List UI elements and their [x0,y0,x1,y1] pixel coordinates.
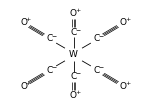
Text: O: O [20,82,27,91]
Text: +: + [75,90,80,95]
Text: C: C [94,34,100,43]
Text: C: C [47,66,53,75]
Text: +: + [125,17,130,22]
Text: O: O [120,18,127,27]
Text: C: C [47,34,53,43]
Text: O: O [70,9,77,18]
Text: −: − [51,33,57,38]
Text: O: O [120,82,127,91]
Text: +: + [75,8,80,13]
Text: O: O [70,91,77,100]
Text: −: − [75,71,80,76]
Text: −: − [98,65,104,70]
Text: −: − [98,33,104,38]
Text: −: − [75,27,80,32]
Text: +: + [125,81,130,86]
Text: O: O [20,18,27,27]
Text: C: C [70,28,77,37]
Text: +: + [25,17,30,22]
Text: C: C [70,72,77,81]
Text: C: C [94,66,100,75]
Text: +: + [25,81,30,86]
Text: W: W [69,50,78,59]
Text: −: − [51,65,57,70]
